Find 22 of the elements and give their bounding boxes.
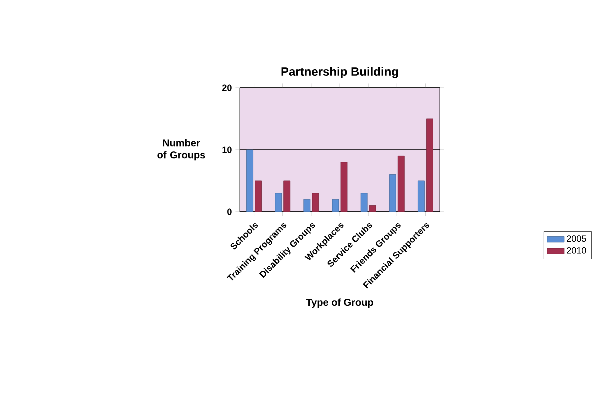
bar [418,180,425,212]
y-tick-label: 0 [228,208,232,216]
bar [360,193,368,212]
bar [369,206,376,212]
y-tick-label: 20 [222,84,232,92]
y-axis-title: Number of Groups [158,139,206,161]
bar [389,174,396,212]
bar [398,156,405,212]
legend-label: 2010 [567,247,586,254]
bar [284,180,291,212]
bar [332,199,340,212]
bar [246,150,254,212]
x-axis-title: Type of Group [306,298,374,308]
chart-title: Partnership Building [282,67,398,78]
legend-label: 2005 [567,236,586,242]
bar [275,193,282,212]
bar [304,199,311,212]
bar [340,162,348,212]
y-tick-label: 10 [222,146,232,154]
bar [312,193,320,212]
bar [426,118,434,212]
bar [255,180,262,212]
